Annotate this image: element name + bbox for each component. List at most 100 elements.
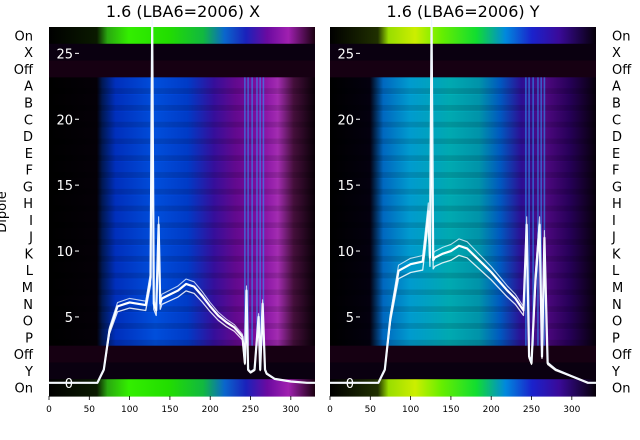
rfi-streak bbox=[528, 77, 530, 346]
y-tick-label: 10 bbox=[56, 245, 73, 260]
heatmap-row-shade bbox=[49, 289, 315, 296]
row-label: C bbox=[24, 113, 33, 128]
row-label: I bbox=[612, 214, 616, 229]
rfi-streak bbox=[262, 77, 265, 346]
x-tick-label: 300 bbox=[563, 405, 580, 415]
y-tick-label: 5 bbox=[65, 311, 73, 326]
y-tick-label: 15 bbox=[337, 179, 354, 194]
heatmap-row bbox=[49, 27, 315, 45]
x-tick-label: 50 bbox=[365, 405, 377, 415]
x-tick-label: 50 bbox=[84, 405, 96, 415]
x-tick-label: 0 bbox=[327, 405, 333, 415]
chart-title-x: 1.6 (LBA6=2006) X bbox=[106, 2, 260, 21]
rfi-streak bbox=[244, 77, 246, 346]
row-label: O bbox=[23, 315, 33, 330]
x-tick-label: 250 bbox=[242, 405, 259, 415]
y-axis-label: Dipole bbox=[0, 191, 10, 232]
heatmap-row bbox=[49, 345, 315, 364]
heatmap-row-shade bbox=[330, 272, 596, 279]
heatmap-row-shade bbox=[49, 172, 315, 178]
heatmap-row-shade bbox=[49, 306, 315, 313]
row-label: On bbox=[612, 382, 630, 397]
row-label: G bbox=[612, 180, 622, 195]
row-label: A bbox=[612, 80, 621, 95]
rfi-streak bbox=[540, 77, 542, 346]
row-label: F bbox=[26, 164, 33, 179]
heatmap-row bbox=[330, 379, 596, 397]
x-tick-label: 100 bbox=[402, 405, 419, 415]
heatmap-row bbox=[330, 27, 596, 45]
heatmap-row-shade bbox=[49, 323, 315, 329]
row-label: C bbox=[612, 113, 621, 128]
row-label: P bbox=[612, 331, 620, 346]
row-label: B bbox=[612, 96, 621, 111]
row-label: P bbox=[25, 331, 33, 346]
chart-title-y: 1.6 (LBA6=2006) Y bbox=[386, 2, 539, 21]
heatmap-row bbox=[49, 60, 315, 78]
y-tick-label: 0 bbox=[346, 377, 354, 392]
heatmap-row-shade bbox=[330, 205, 596, 212]
heatmap-row-shade bbox=[330, 121, 596, 128]
y-tick-label: 25 bbox=[56, 47, 73, 62]
x-tick-label: 0 bbox=[46, 405, 52, 415]
row-label: M bbox=[612, 281, 623, 296]
row-label: D bbox=[23, 130, 33, 145]
row-label: L bbox=[26, 264, 34, 279]
row-label: Off bbox=[14, 348, 34, 363]
heatmap-row-shade bbox=[330, 339, 596, 346]
row-label: Off bbox=[14, 63, 34, 78]
y-tick-label: 15 bbox=[56, 179, 73, 194]
row-label: H bbox=[23, 197, 33, 212]
row-label: On bbox=[612, 29, 630, 44]
heatmap-row bbox=[49, 43, 315, 62]
heatmap-row bbox=[330, 362, 596, 380]
heatmap-row-shade bbox=[49, 239, 315, 246]
rfi-streak bbox=[247, 77, 249, 346]
heatmap-row-shade bbox=[330, 289, 596, 296]
row-label: D bbox=[612, 130, 622, 145]
x-tick-label: 200 bbox=[202, 405, 219, 415]
row-label: N bbox=[23, 298, 33, 313]
x-tick-label: 150 bbox=[161, 405, 178, 415]
heatmap-row-shade bbox=[49, 104, 315, 111]
row-label: K bbox=[612, 247, 621, 262]
rfi-streak bbox=[543, 77, 546, 346]
row-label: On bbox=[15, 382, 33, 397]
row-label: F bbox=[612, 164, 619, 179]
y-tick-label: 0 bbox=[65, 377, 73, 392]
row-label: K bbox=[24, 247, 33, 262]
y-tick-label: 20 bbox=[337, 113, 354, 128]
y-tick-label: 25 bbox=[337, 47, 354, 62]
row-label: E bbox=[612, 147, 620, 162]
heatmap-row-shade bbox=[49, 272, 315, 279]
row-label: Off bbox=[612, 63, 632, 78]
heatmap-row-shade bbox=[330, 222, 596, 229]
heatmap-row-shade bbox=[49, 255, 315, 262]
heatmap-row-shade bbox=[49, 121, 315, 128]
row-label: X bbox=[612, 46, 621, 61]
x-tick-label: 200 bbox=[483, 405, 500, 415]
row-label: H bbox=[612, 197, 622, 212]
heatmap-row-shade bbox=[49, 155, 315, 162]
y-tick-label: 10 bbox=[337, 245, 354, 260]
heatmap-row-shade bbox=[330, 306, 596, 313]
heatmap-row-shade bbox=[330, 138, 596, 145]
row-label: I bbox=[29, 214, 33, 229]
row-label: E bbox=[25, 147, 33, 162]
heatmap-row-shade bbox=[49, 339, 315, 346]
x-tick-label: 100 bbox=[121, 405, 138, 415]
heatmap-row-shade bbox=[330, 323, 596, 329]
row-label: J bbox=[611, 231, 616, 246]
heatmap-row-shade bbox=[49, 88, 315, 95]
spectrum-line bbox=[330, 8, 596, 384]
row-label: J bbox=[28, 231, 33, 246]
heatmap-row bbox=[330, 345, 596, 364]
spectrum-line bbox=[49, 8, 315, 384]
heatmap-row-shade bbox=[49, 188, 315, 195]
rfi-streak bbox=[251, 77, 253, 346]
heatmap-row bbox=[330, 60, 596, 78]
heatmap-row-shade bbox=[49, 205, 315, 212]
